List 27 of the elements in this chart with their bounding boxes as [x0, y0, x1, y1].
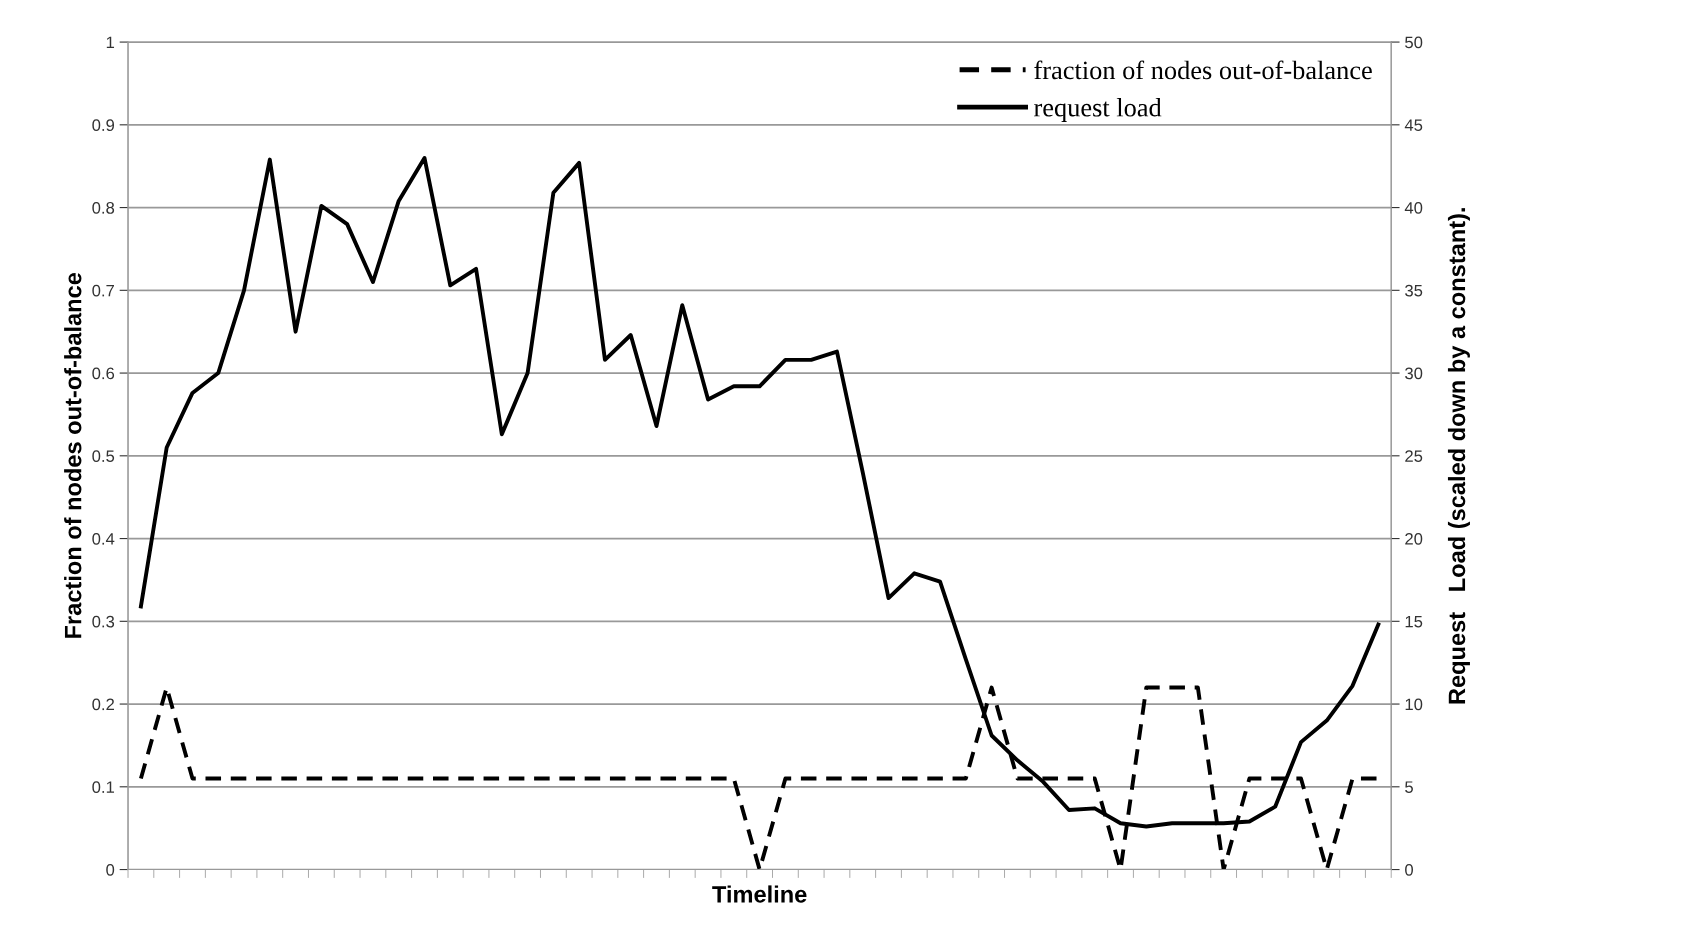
y-tick-label: 0.4 [92, 532, 115, 545]
y-tick-label: 0 [106, 863, 115, 876]
legend-label: request load [1034, 97, 1162, 122]
y-tick-label: 1 [106, 36, 115, 49]
y-tick-label: 0.5 [92, 450, 115, 463]
y2-tick-label: 50 [1405, 36, 1423, 49]
y2-tick-label: 25 [1405, 450, 1423, 463]
y-tick-label: 0.3 [92, 615, 115, 628]
y-tick-label: 0.1 [92, 781, 115, 794]
y-tick-label: 0.2 [92, 698, 114, 711]
y-axis-title: Fraction of nodes out-of-balance [64, 272, 82, 638]
x-axis-title: Timeline [712, 885, 807, 903]
y-tick-label: 0.6 [92, 367, 115, 380]
y2-tick-label: 10 [1405, 698, 1423, 711]
y2-tick-label: 45 [1404, 119, 1423, 132]
y2-tick-label: 0 [1405, 863, 1414, 876]
legend-label: fraction of nodes out-of-balance [1034, 60, 1372, 80]
y2-tick-label: 40 [1404, 201, 1423, 214]
y2-tick-label: 20 [1405, 532, 1423, 545]
y2-tick-label: 15 [1405, 615, 1423, 628]
y-tick-label: 0.8 [92, 201, 115, 214]
y-tick-label: 0.9 [92, 119, 115, 132]
y2-axis-title: Request Load (scaled down by a constant). [1447, 208, 1470, 704]
y2-tick-label: 5 [1405, 781, 1413, 794]
y2-tick-label: 30 [1405, 367, 1423, 380]
y-tick-label: 0.7 [92, 284, 114, 297]
y2-tick-label: 35 [1405, 284, 1423, 297]
